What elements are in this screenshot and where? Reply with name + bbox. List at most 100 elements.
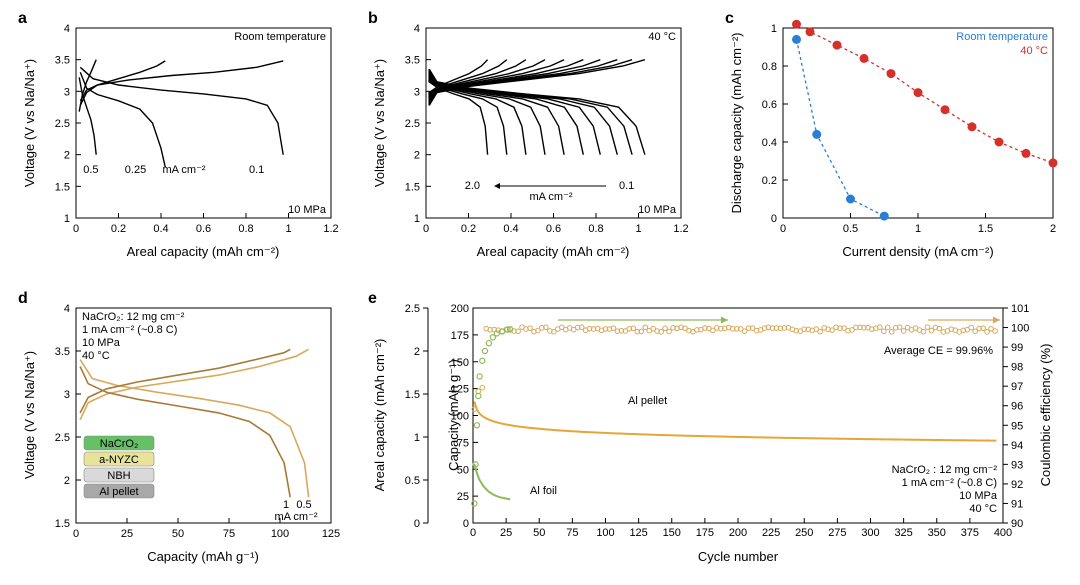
svg-text:2.5: 2.5 (55, 118, 70, 130)
svg-text:96: 96 (1011, 401, 1023, 413)
svg-text:0: 0 (463, 518, 469, 530)
svg-text:175: 175 (451, 330, 469, 342)
panel-c-svg: 00.511.52 00.20.40.60.81 Room temperatur… (725, 10, 1070, 270)
svg-text:1: 1 (64, 213, 70, 225)
svg-text:NaCrO₂: 12 mg cm⁻²: NaCrO₂: 12 mg cm⁻² (82, 311, 185, 323)
panel-e-svg: 0255075100125150175200225250275300325350… (368, 290, 1070, 575)
annot-pressure-b: 10 MPa (638, 204, 677, 216)
rate-1: 1 (283, 499, 289, 511)
svg-text:150: 150 (663, 527, 681, 539)
svg-text:NaCrO₂ : 12 mg cm⁻²: NaCrO₂ : 12 mg cm⁻² (892, 464, 998, 476)
svg-text:0.8: 0.8 (762, 61, 777, 73)
svg-text:400: 400 (994, 527, 1012, 539)
panel-d-stack: NaCrO₂a-NYZCNBHAl pellet (84, 436, 154, 498)
label-al-pellet: Al pellet (628, 395, 667, 407)
rate-unit-d: mA cm⁻² (274, 511, 317, 523)
svg-text:50: 50 (533, 527, 545, 539)
panel-d-xlabel: Capacity (mAh g⁻¹) (147, 549, 259, 564)
svg-text:2: 2 (414, 150, 420, 162)
svg-text:2.5: 2.5 (405, 118, 420, 130)
svg-text:0: 0 (414, 518, 420, 530)
svg-text:1 mA cm⁻² (~0.8 C): 1 mA cm⁻² (~0.8 C) (902, 477, 997, 489)
svg-text:1: 1 (285, 223, 291, 235)
svg-text:0.2: 0.2 (111, 223, 126, 235)
svg-text:2: 2 (64, 475, 70, 487)
svg-text:25: 25 (121, 528, 133, 540)
svg-text:10 MPa: 10 MPa (959, 490, 998, 502)
svg-text:200: 200 (451, 303, 469, 315)
axes-box (76, 28, 331, 218)
svg-text:250: 250 (795, 527, 813, 539)
panel-e-y2label: Capacity (mAh g⁻¹) (446, 359, 461, 471)
panel-a-curves (79, 60, 283, 168)
panel-e-xlabel: Cycle number (698, 549, 779, 564)
svg-text:0.6: 0.6 (546, 223, 561, 235)
panel-e-y3label: Coulombic efficiency (%) (1038, 344, 1053, 487)
svg-text:375: 375 (961, 527, 979, 539)
svg-text:0.4: 0.4 (503, 223, 518, 235)
svg-text:99: 99 (1011, 342, 1023, 354)
panel-c-series (792, 20, 1058, 221)
rate-unit-a: mA cm⁻² (162, 164, 205, 176)
axes-box (783, 28, 1053, 218)
svg-text:0: 0 (73, 528, 79, 540)
legend-40: 40 °C (1020, 45, 1048, 57)
svg-text:75: 75 (566, 527, 578, 539)
svg-text:275: 275 (828, 527, 846, 539)
panel-e-y1label: Areal capacity (mAh cm⁻²) (372, 339, 387, 492)
svg-text:97: 97 (1011, 381, 1023, 393)
svg-text:10 MPa: 10 MPa (82, 337, 121, 349)
panel-b-svg: 00.20.40.60.811.2 11.522.533.54 40 °C 10… (368, 10, 708, 270)
panel-b-label: b (368, 10, 378, 28)
panel-d-annots: NaCrO₂: 12 mg cm⁻²1 mA cm⁻² (~0.8 C)10 M… (82, 311, 185, 362)
svg-text:0.4: 0.4 (762, 137, 777, 149)
panel-b-yticks: 11.522.533.54 (405, 23, 431, 225)
svg-text:225: 225 (762, 527, 780, 539)
panel-d-label: d (18, 290, 28, 308)
svg-text:0: 0 (73, 223, 79, 235)
svg-text:25: 25 (500, 527, 512, 539)
panel-e-y3ticks: 90919293949596979899100101 (1003, 303, 1029, 530)
svg-text:98: 98 (1011, 362, 1023, 374)
rate-unit-b: mA cm⁻² (529, 191, 572, 203)
svg-text:1 mA cm⁻² (~0.8 C): 1 mA cm⁻² (~0.8 C) (82, 324, 177, 336)
svg-text:2: 2 (1050, 223, 1056, 235)
rate-left-b: 2.0 (465, 180, 480, 192)
svg-text:75: 75 (223, 528, 235, 540)
panel-c-yticks: 00.20.40.60.81 (762, 23, 788, 225)
svg-text:100: 100 (1011, 323, 1029, 335)
svg-text:0.6: 0.6 (196, 223, 211, 235)
svg-text:NBH: NBH (107, 470, 130, 482)
svg-text:92: 92 (1011, 479, 1023, 491)
svg-text:25: 25 (457, 491, 469, 503)
panel-d-ylabel: Voltage (V vs Na/Na⁺) (22, 351, 37, 479)
svg-text:0.5: 0.5 (843, 223, 858, 235)
label-al-foil: Al foil (530, 485, 557, 497)
svg-text:a-NYZC: a-NYZC (99, 454, 139, 466)
svg-text:0: 0 (423, 223, 429, 235)
svg-text:3: 3 (64, 86, 70, 98)
panel-e-annots-br: NaCrO₂ : 12 mg cm⁻²1 mA cm⁻² (~0.8 C)10 … (892, 464, 998, 515)
svg-text:125: 125 (629, 527, 647, 539)
panel-d: d 0255075100125 1.522.533.54 NaCrO₂: 12 … (18, 290, 348, 575)
svg-text:3.5: 3.5 (55, 55, 70, 67)
svg-text:4: 4 (64, 23, 70, 35)
svg-text:3.5: 3.5 (55, 346, 70, 358)
svg-text:3: 3 (414, 86, 420, 98)
svg-text:0.2: 0.2 (461, 223, 476, 235)
panel-a: a 00.20.40.60.811.2 11.522.533.54 Room t… (18, 10, 348, 270)
panel-b: b 00.20.40.60.811.2 11.522.533.54 40 °C … (368, 10, 708, 270)
svg-text:40 °C: 40 °C (82, 350, 110, 362)
svg-text:0: 0 (780, 223, 786, 235)
panel-b-ylabel: Voltage (V vs Na/Na⁺) (372, 59, 387, 187)
svg-text:2.5: 2.5 (55, 432, 70, 444)
svg-text:0.8: 0.8 (588, 223, 603, 235)
panel-e-label: e (368, 290, 377, 308)
panel-a-xlabel: Areal capacity (mAh cm⁻²) (127, 244, 280, 259)
panel-a-label: a (18, 10, 27, 28)
svg-text:0.5: 0.5 (83, 164, 98, 176)
panel-a-yticks: 11.522.533.54 (55, 23, 81, 225)
legend-rt: Room temperature (956, 31, 1048, 43)
panel-b-curves (429, 60, 645, 155)
panel-b-xlabel: Areal capacity (mAh cm⁻²) (477, 244, 630, 259)
